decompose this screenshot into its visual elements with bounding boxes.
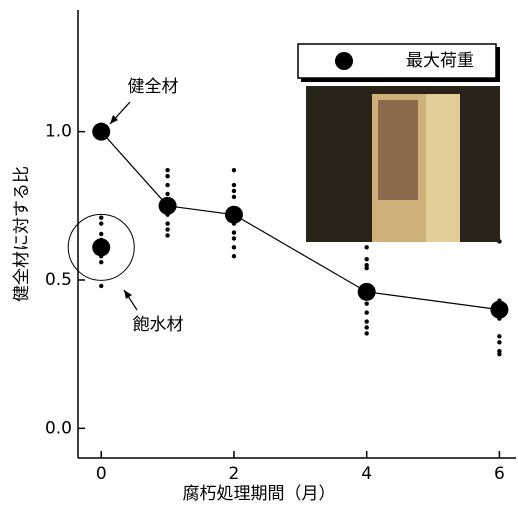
specimen-dot <box>232 245 236 249</box>
specimen-dot <box>232 236 236 240</box>
x-tick-label: 6 <box>494 464 505 484</box>
specimen-dot <box>232 168 236 172</box>
specimen-dot <box>364 325 368 329</box>
annotation: 健全材 <box>128 77 179 97</box>
chart: 腐朽処理期間（月） 健全材に対する比 健全材 飽水材 最大荷重 0 2 4 6 0.0 0… <box>0 0 518 512</box>
specimen-dot <box>364 331 368 335</box>
specimen-dot <box>99 284 103 288</box>
x-axis-title: 腐朽処理期間（月） <box>183 484 336 504</box>
specimen-dot <box>165 221 169 225</box>
point <box>92 123 110 141</box>
specimen-dot <box>364 245 368 249</box>
y-tick-label: 0.5 <box>45 270 72 290</box>
specimen-dot <box>99 221 103 225</box>
specimen-dot <box>364 319 368 323</box>
point <box>159 197 177 215</box>
point <box>358 283 376 301</box>
specimen-dot <box>497 334 501 338</box>
y-tick-label: 1.0 <box>45 122 72 142</box>
x-tick-label: 4 <box>361 464 372 484</box>
photo <box>306 86 500 242</box>
legend-label: 最大荷重 <box>406 51 474 71</box>
specimen-dot <box>364 257 368 261</box>
specimen-dot <box>165 174 169 178</box>
arrow-head <box>124 290 132 299</box>
annotation: 飽水材 <box>133 315 184 335</box>
y-tick-label: 0.0 <box>45 418 72 438</box>
specimen-dot <box>232 195 236 199</box>
point <box>490 301 508 319</box>
specimen-dot <box>232 183 236 187</box>
specimen-dot <box>99 232 103 236</box>
x-tick-label: 2 <box>229 464 240 484</box>
point <box>225 206 243 224</box>
specimen-dot <box>232 254 236 258</box>
specimen-dot <box>165 233 169 237</box>
specimen-dot <box>232 189 236 193</box>
specimen-dot <box>232 230 236 234</box>
specimen-dot <box>497 340 501 344</box>
specimen-dot <box>165 192 169 196</box>
specimen-dot <box>99 260 103 264</box>
point <box>92 238 110 256</box>
specimen-dot <box>99 215 103 219</box>
specimen-dot <box>497 352 501 356</box>
y-axis-title: 健全材に対する比 <box>12 166 32 302</box>
specimen-dot <box>165 227 169 231</box>
specimen-dot <box>364 310 368 314</box>
specimen-dot <box>165 183 169 187</box>
specimen-dot <box>165 168 169 172</box>
specimen-dot <box>364 266 368 270</box>
specimen-dot <box>364 302 368 306</box>
x-tick-label: 0 <box>96 464 107 484</box>
